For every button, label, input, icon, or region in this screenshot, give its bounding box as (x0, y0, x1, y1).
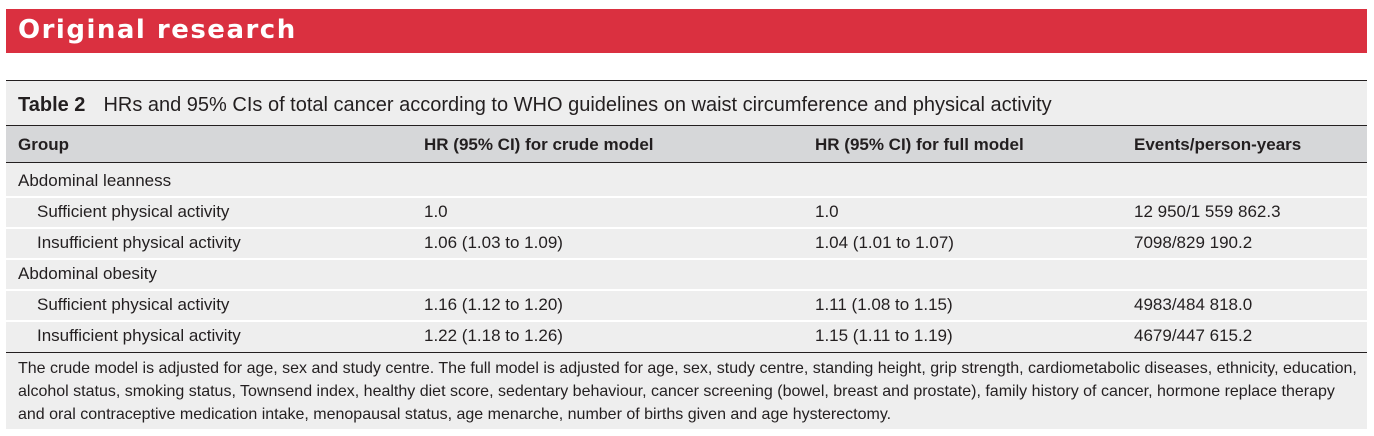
column-header-events: Events/person-years (1134, 135, 1302, 154)
table-bottom-rule (6, 352, 1367, 353)
section-banner: Original research (6, 9, 1367, 53)
section-title: Original research (18, 15, 297, 45)
results-table: Table 2 HRs and 95% CIs of total cancer a… (6, 80, 1367, 429)
row-group-label: Insufficient physical activity (37, 326, 241, 345)
crude-hr-value: 1.06 (1.03 to 1.09) (424, 233, 563, 252)
table-caption-text: HRs and 95% CIs of total cancer accordin… (103, 94, 1052, 116)
row-divider (6, 258, 1367, 260)
column-header-group: Group (18, 135, 69, 154)
events-value: 7098/829 190.2 (1134, 233, 1253, 252)
full-hr-value: 1.0 (815, 202, 839, 221)
table-row: Sufficient physical activity 1.0 1.0 12 … (6, 197, 1367, 227)
header-bottom-rule (6, 162, 1367, 163)
row-group-label: Abdominal obesity (18, 264, 157, 283)
full-hr-value: 1.04 (1.01 to 1.07) (815, 233, 954, 252)
table-row: Insufficient physical activity 1.22 (1.1… (6, 321, 1367, 351)
table-label: Table 2 (18, 94, 86, 116)
column-header-crude-hr: HR (95% CI) for crude model (424, 135, 654, 154)
table-row: Sufficient physical activity 1.16 (1.12 … (6, 290, 1367, 320)
table-header-row: Group HR (95% CI) for crude model HR (95… (6, 126, 1367, 162)
crude-hr-value: 1.22 (1.18 to 1.26) (424, 326, 563, 345)
row-divider (6, 320, 1367, 322)
events-value: 4679/447 615.2 (1134, 326, 1253, 345)
row-divider (6, 196, 1367, 198)
row-divider (6, 227, 1367, 229)
table-row: Insufficient physical activity 1.06 (1.0… (6, 228, 1367, 258)
table-footnote: The crude model is adjusted for age, sex… (18, 360, 1357, 423)
table-row-group-heading: Abdominal obesity (6, 259, 1367, 289)
row-divider (6, 289, 1367, 291)
header-top-rule (6, 125, 1367, 126)
table-caption: Table 2 HRs and 95% CIs of total cancer a… (18, 94, 1052, 117)
crude-hr-value: 1.16 (1.12 to 1.20) (424, 295, 563, 314)
full-hr-value: 1.11 (1.08 to 1.15) (815, 295, 953, 314)
row-group-label: Abdominal leanness (18, 171, 172, 190)
events-value: 4983/484 818.0 (1134, 295, 1253, 314)
crude-hr-value: 1.0 (424, 202, 448, 221)
events-value: 12 950/1 559 862.3 (1134, 202, 1281, 221)
full-hr-value: 1.15 (1.11 to 1.19) (815, 326, 953, 345)
row-group-label: Sufficient physical activity (37, 202, 230, 221)
row-group-label: Insufficient physical activity (37, 233, 241, 252)
column-header-full-hr: HR (95% CI) for full model (815, 135, 1024, 154)
row-group-label: Sufficient physical activity (37, 295, 230, 314)
table-row-group-heading: Abdominal leanness (6, 166, 1367, 196)
